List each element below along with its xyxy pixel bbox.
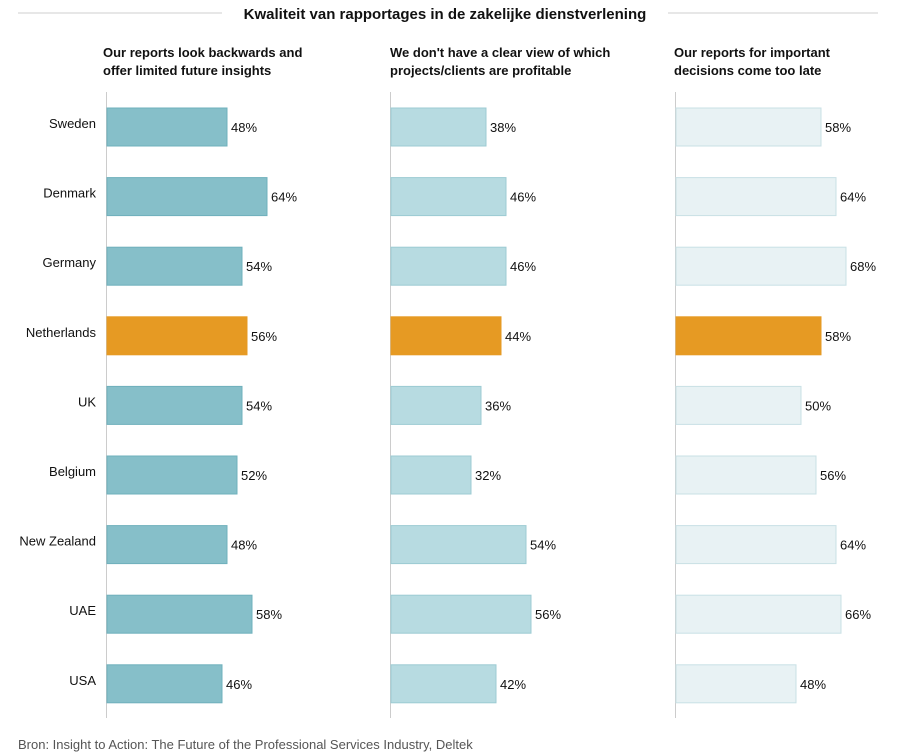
- panel-3-bar-sweden: [675, 107, 822, 147]
- panel-3-value-uk: 50%: [805, 398, 831, 413]
- category-label-netherlands: Netherlands: [26, 325, 97, 340]
- panel-2-bar-belgium: [390, 455, 472, 495]
- panel-2-title-line-2: projects/clients are profitable: [390, 63, 571, 78]
- panel-2-value-uk: 36%: [485, 398, 511, 413]
- panel-1-title-line-1: Our reports look backwards and: [103, 45, 302, 60]
- category-label-germany: Germany: [43, 255, 97, 270]
- panel-3-bar-belgium: [675, 455, 817, 495]
- panel-2-value-sweden: 38%: [490, 120, 516, 135]
- panel-1-bar-new-zealand: [106, 525, 228, 565]
- plot-area: Sweden Denmark Germany Netherlands UK Belgium…: [19, 45, 876, 718]
- panel-2-value-netherlands: 44%: [505, 329, 531, 344]
- panel-2-bar-uk: [390, 385, 482, 425]
- category-label-usa: USA: [69, 673, 96, 688]
- panel-1-value-usa: 46%: [226, 677, 252, 692]
- panel-1-bar-sweden: [106, 107, 228, 147]
- panel-2-bar-usa: [390, 664, 497, 704]
- panel-3-value-usa: 48%: [800, 677, 826, 692]
- panel-2-title-line-1: We don't have a clear view of which: [390, 45, 610, 60]
- category-label-uk: UK: [78, 394, 96, 409]
- panel-1-bar-uk: [106, 385, 243, 425]
- panel-1-bar-usa: [106, 664, 223, 704]
- panel-3-bar-usa: [675, 664, 797, 704]
- panel-3-value-sweden: 58%: [825, 120, 851, 135]
- panel-1-value-sweden: 48%: [231, 120, 257, 135]
- chart-source: Bron: Insight to Action: The Future of t…: [18, 737, 473, 752]
- category-label-sweden: Sweden: [49, 116, 96, 131]
- panel-1-bar-denmark: [106, 177, 268, 217]
- panel-1-bar-netherlands: [106, 316, 248, 356]
- panel-1-value-new-zealand: 48%: [231, 538, 257, 553]
- category-label-uae: UAE: [69, 603, 96, 618]
- panel-2-bar-sweden: [390, 107, 487, 147]
- panel-3-value-denmark: 64%: [840, 190, 866, 205]
- panel-1-bar-belgium: [106, 455, 238, 495]
- panel-1-value-uk: 54%: [246, 398, 272, 413]
- panel-1-bar-uae: [106, 594, 253, 634]
- panel-3-title-line-1: Our reports for important: [674, 45, 831, 60]
- panel-1-value-denmark: 64%: [271, 190, 297, 205]
- panel-1-bar-germany: [106, 246, 243, 286]
- panel-3-bar-netherlands: [675, 316, 822, 356]
- panel-3-bar-uk: [675, 385, 802, 425]
- panel-3-bar-uae: [675, 594, 842, 634]
- category-label-new-zealand: New Zealand: [19, 534, 96, 549]
- panel-1-value-germany: 54%: [246, 259, 272, 274]
- panel-3-value-netherlands: 58%: [825, 329, 851, 344]
- panel-2-value-germany: 46%: [510, 259, 536, 274]
- panel-2-value-usa: 42%: [500, 677, 526, 692]
- panel-2-bar-uae: [390, 594, 532, 634]
- panel-3-value-germany: 68%: [850, 259, 876, 274]
- panel-3-value-new-zealand: 64%: [840, 538, 866, 553]
- category-label-belgium: Belgium: [49, 464, 96, 479]
- panel-3-title-line-2: decisions come too late: [674, 63, 821, 78]
- panel-2-value-denmark: 46%: [510, 190, 536, 205]
- panel-2-bar-germany: [390, 246, 507, 286]
- panel-3-value-belgium: 56%: [820, 468, 846, 483]
- panel-2-value-new-zealand: 54%: [530, 538, 556, 553]
- panel-1-title-line-2: offer limited future insights: [103, 63, 271, 78]
- category-label-denmark: Denmark: [43, 186, 96, 201]
- panel-1-value-belgium: 52%: [241, 468, 267, 483]
- panel-2-bar-new-zealand: [390, 525, 527, 565]
- panel-1-value-uae: 58%: [256, 607, 282, 622]
- panel-2-value-belgium: 32%: [475, 468, 501, 483]
- panel-3-bar-germany: [675, 246, 847, 286]
- panel-2-bar-netherlands: [390, 316, 502, 356]
- panel-2-value-uae: 56%: [535, 607, 561, 622]
- panel-1-value-netherlands: 56%: [251, 329, 277, 344]
- chart-title: Kwaliteit van rapportages in de zakelijk…: [244, 6, 647, 23]
- panel-3-bar-new-zealand: [675, 525, 837, 565]
- panel-3-value-uae: 66%: [845, 607, 871, 622]
- panel-3-bar-denmark: [675, 177, 837, 217]
- panel-2-bar-denmark: [390, 177, 507, 217]
